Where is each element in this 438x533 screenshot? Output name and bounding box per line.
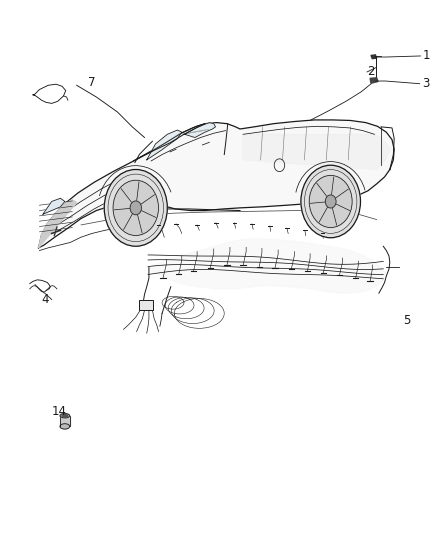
Polygon shape <box>60 416 70 426</box>
Circle shape <box>104 169 167 246</box>
Polygon shape <box>39 200 77 248</box>
Text: 14: 14 <box>52 405 67 418</box>
Circle shape <box>325 195 336 208</box>
Text: 2: 2 <box>367 66 374 78</box>
Ellipse shape <box>60 424 70 429</box>
Polygon shape <box>43 198 65 214</box>
Bar <box>139 300 153 310</box>
Polygon shape <box>370 78 378 83</box>
Text: 4: 4 <box>42 293 49 306</box>
Polygon shape <box>185 123 215 138</box>
Circle shape <box>309 175 352 228</box>
Polygon shape <box>39 120 394 248</box>
Ellipse shape <box>60 414 70 418</box>
Polygon shape <box>147 239 386 293</box>
Polygon shape <box>147 130 182 160</box>
Polygon shape <box>371 55 377 59</box>
Circle shape <box>130 201 141 215</box>
Circle shape <box>301 165 360 238</box>
Polygon shape <box>243 134 391 169</box>
Text: 3: 3 <box>423 77 430 90</box>
Circle shape <box>113 180 159 236</box>
Ellipse shape <box>62 415 67 417</box>
Text: 1: 1 <box>423 50 430 62</box>
Text: 5: 5 <box>403 314 410 327</box>
Polygon shape <box>134 124 205 161</box>
Text: 7: 7 <box>88 76 95 89</box>
